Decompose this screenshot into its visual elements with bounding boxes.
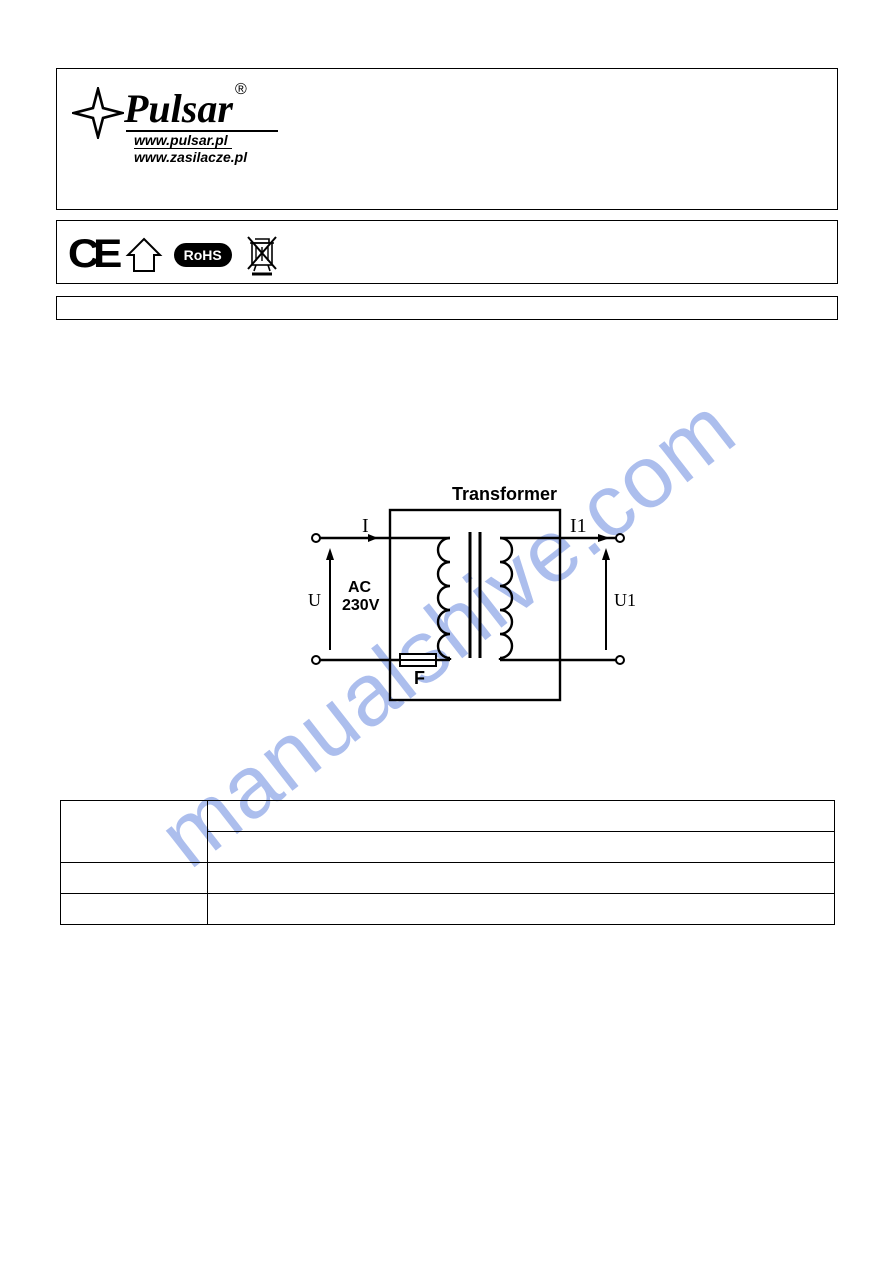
- pulsar-star-icon: [72, 87, 124, 139]
- spec-table: [60, 800, 835, 925]
- brand-logo: Pulsar® www.pulsar.pl www.zasilacze.pl: [80, 85, 278, 165]
- table-row: [61, 801, 835, 832]
- label-U: U: [308, 590, 321, 610]
- registered-mark: ®: [235, 81, 247, 98]
- table-cell: [208, 832, 835, 863]
- label-AC: AC: [348, 579, 372, 596]
- transformer-schematic-svg: I I1 U U1 AC 230V F: [300, 490, 640, 730]
- table-cell: [208, 801, 835, 832]
- compliance-row: CE RoHS: [70, 232, 282, 277]
- table-cell: [61, 863, 208, 894]
- indoor-use-icon: [124, 235, 164, 275]
- brand-url-2: www.zasilacze.pl: [134, 149, 251, 165]
- diagram-title: Transformer: [452, 484, 557, 505]
- label-I: I: [362, 515, 369, 537]
- table-cell: [208, 863, 835, 894]
- page-root: Pulsar® www.pulsar.pl www.zasilacze.pl C…: [0, 0, 893, 1263]
- label-I1: I1: [570, 515, 587, 537]
- ce-mark-icon: CE: [68, 232, 116, 277]
- label-F: F: [414, 668, 425, 688]
- table-cell: [61, 801, 208, 863]
- weee-bin-icon: [242, 233, 282, 277]
- label-230V: 230V: [342, 597, 380, 614]
- thin-bar-box: [56, 296, 838, 320]
- label-U1: U1: [614, 590, 636, 610]
- table-cell: [61, 894, 208, 925]
- brand-url-1: www.pulsar.pl: [134, 132, 232, 149]
- table-row: [61, 863, 835, 894]
- table-cell: [208, 894, 835, 925]
- rohs-badge: RoHS: [174, 243, 232, 267]
- transformer-diagram: Transformer: [300, 490, 640, 735]
- table-row: [61, 894, 835, 925]
- brand-name: Pulsar: [124, 85, 233, 132]
